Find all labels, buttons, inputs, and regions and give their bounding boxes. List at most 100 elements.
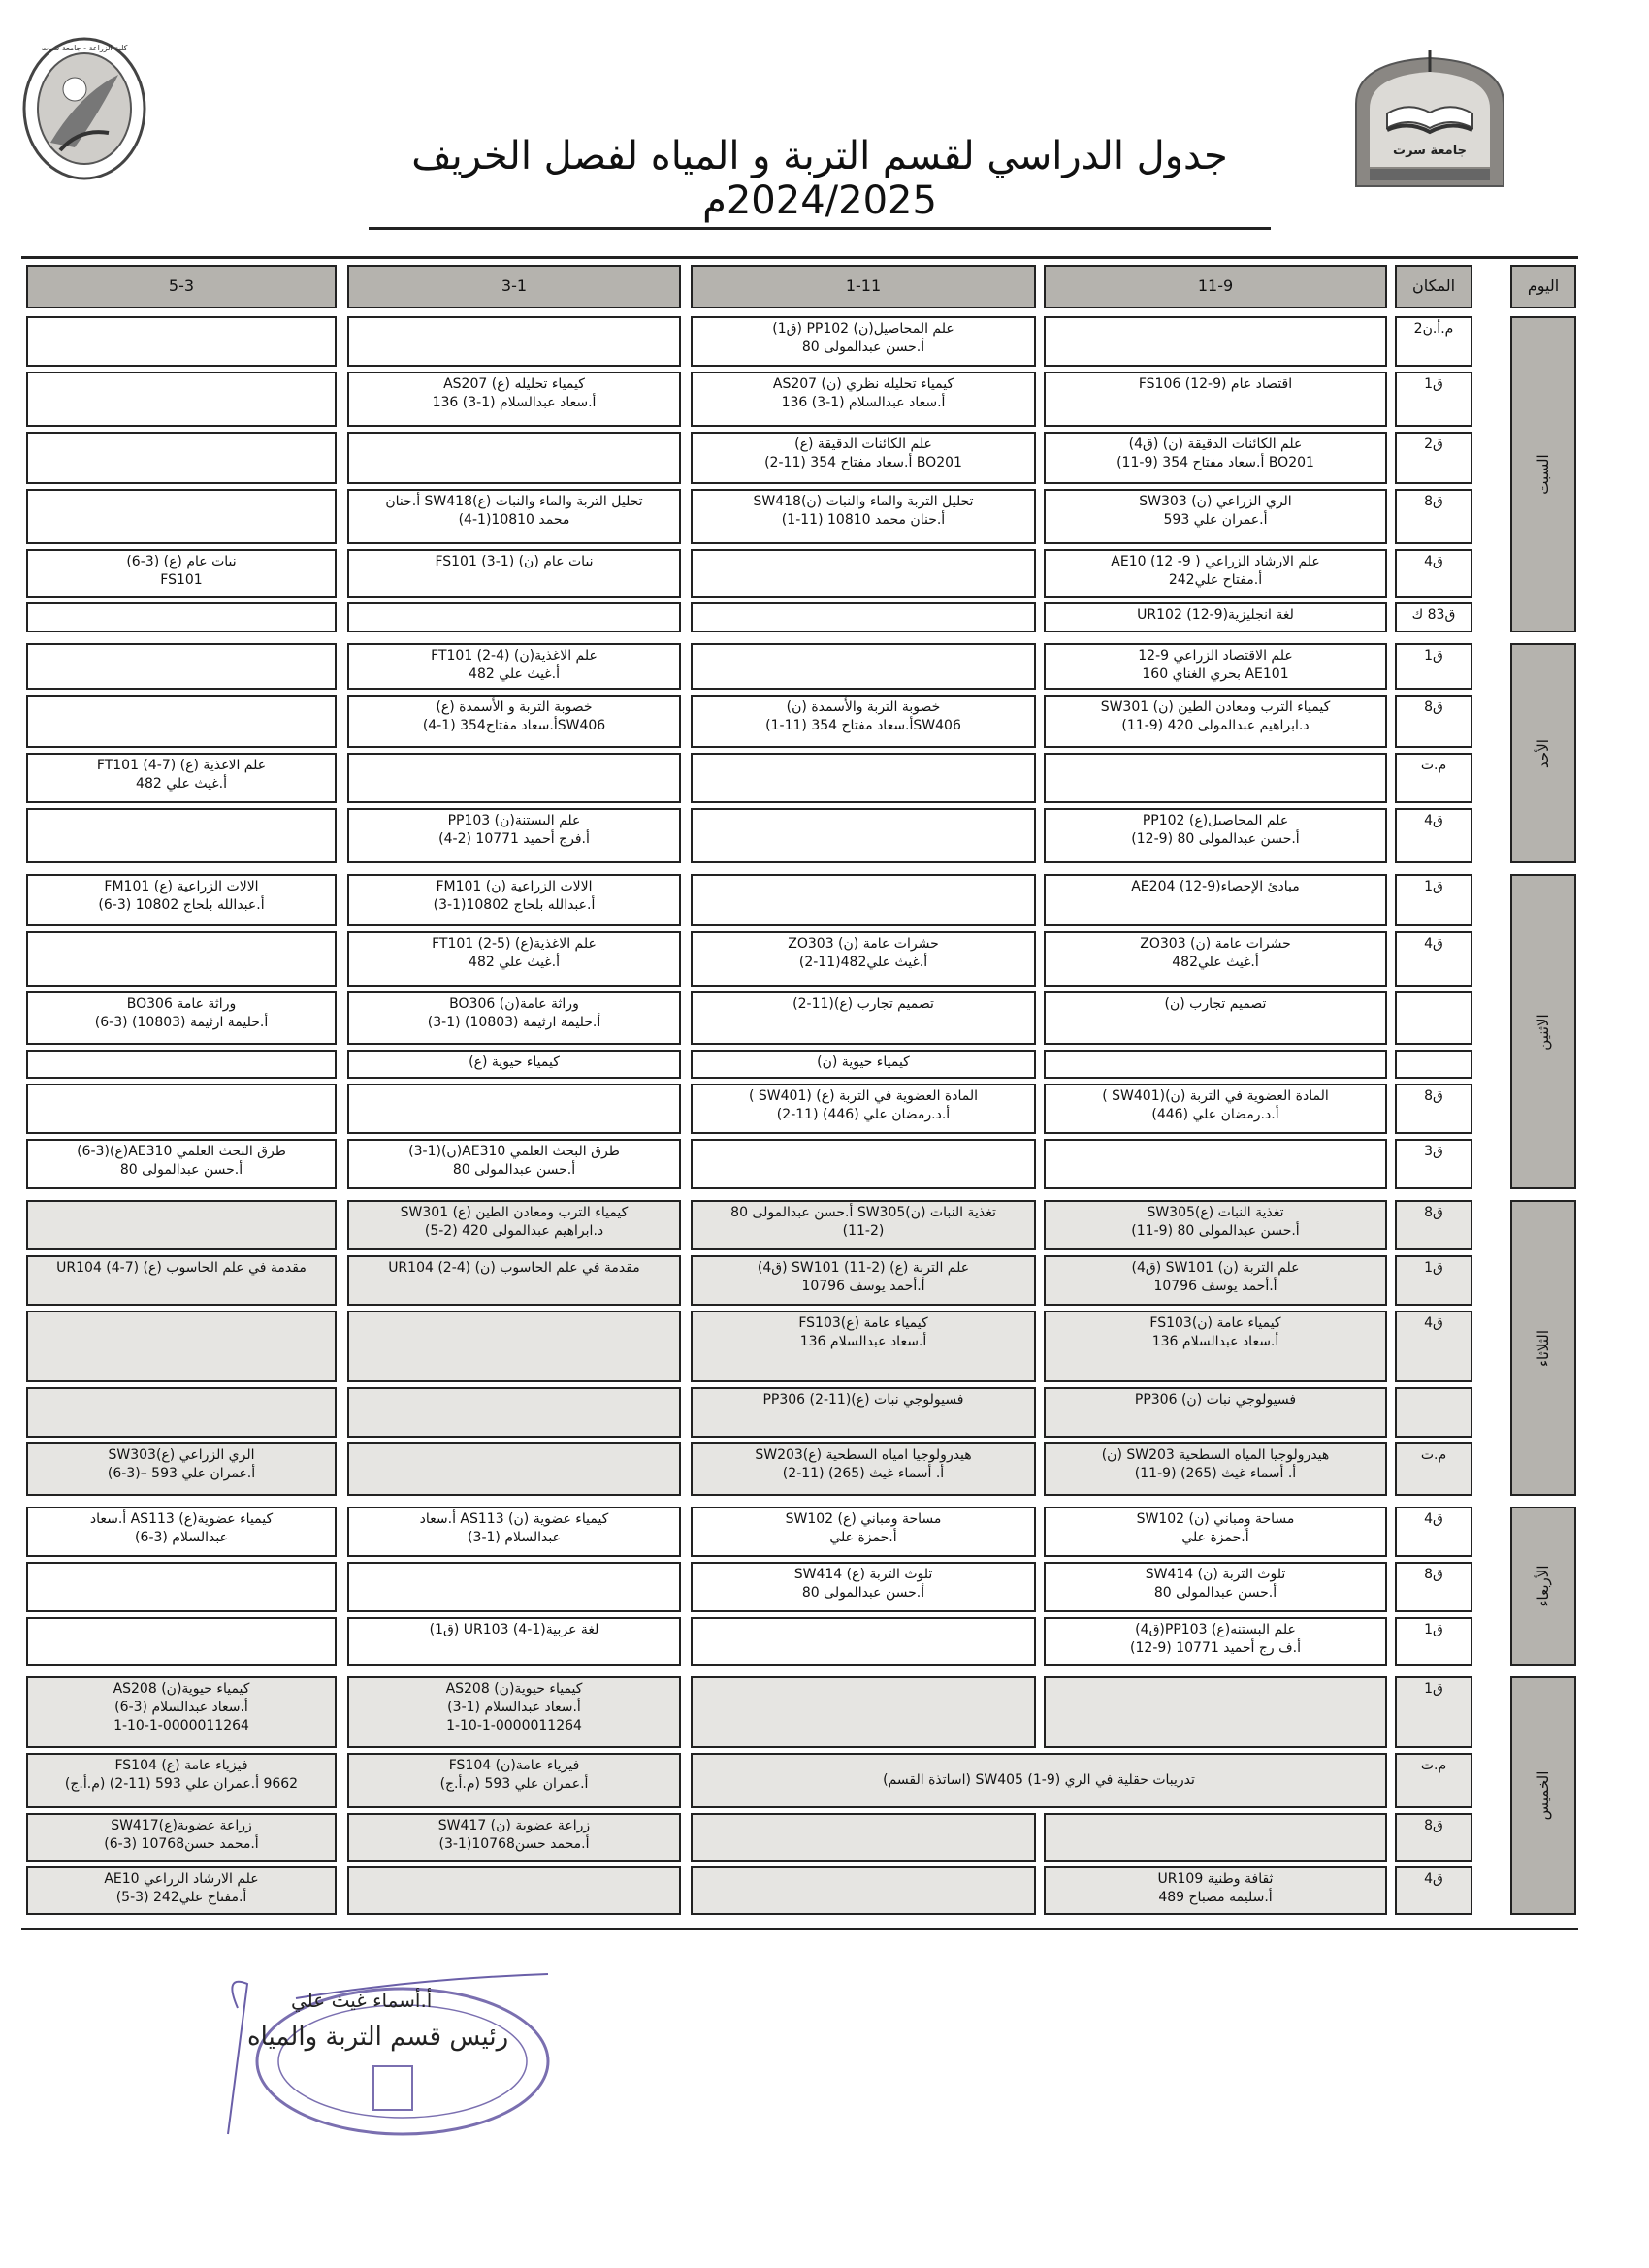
class-line: أ.سعاد عبدالسلام (3-6)	[114, 1700, 248, 1715]
class-line: الري الزراعي (ع)SW303	[108, 1447, 255, 1463]
empty-cell	[26, 931, 337, 987]
class-line: علم الاغذية (ع) FT101 (4-7)	[96, 758, 267, 773]
place-cell: ق2	[1395, 432, 1472, 484]
class-line: أ.سعاد عبدالسلام 136	[1151, 1334, 1279, 1349]
class-line: علم التربة (ن) SW101 (ق4)	[1131, 1260, 1300, 1276]
empty-cell	[1044, 1676, 1387, 1748]
empty-cell	[691, 1866, 1036, 1915]
class-line: علم الارشاد الزراعي AE10	[104, 1871, 259, 1887]
class-line: كيمياء حيوية(ن) AS208	[113, 1681, 250, 1697]
class-cell: طرق البحث العلمي AE310(ع)(3-6) أ.حسن عبدا…	[26, 1139, 337, 1189]
class-line: أ.غيث علي 482	[469, 955, 560, 970]
place-cell: ق4	[1395, 1866, 1472, 1915]
class-line: أ.سليمة مصباح 489	[1158, 1890, 1273, 1905]
class-cell: علم التربة (ع) SW101 (11-2) (ق4) أ.أحمد ي…	[691, 1255, 1036, 1306]
class-cell: تلوث التربة (ن) SW414 أ.حسن عبدالمولى 80	[1044, 1562, 1387, 1612]
empty-cell	[691, 549, 1036, 598]
class-line: أ.عمران علي 593 –(3-6)	[107, 1466, 256, 1481]
class-cell: الري الزراعي (ن) SW303 أ.عمران علي 593	[1044, 489, 1387, 544]
place-cell: ق4	[1395, 1507, 1472, 1557]
class-line: أ.سعاد عبدالسلام (1-3)	[447, 1700, 581, 1715]
class-line: أ.فرج أحميد 10771 (2-4)	[438, 831, 590, 847]
class-cell: تصميم تجارب (ع)(11-2)	[691, 991, 1036, 1045]
class-line: أ.حمزة علي	[1181, 1530, 1249, 1545]
signatory-role: رئيس قسم التربة والمياه	[247, 2023, 509, 2052]
class-line: زراعة عضوية(ع)SW417	[111, 1818, 252, 1833]
bottom-rule	[21, 1928, 1578, 1930]
class-line: أ.حليمة ارثيمة (10803) (3-6)	[94, 1015, 269, 1030]
class-line: محمد 10810(1-4)	[458, 512, 570, 528]
empty-cell	[347, 1562, 681, 1612]
class-line: وراثة عامة BO306	[126, 996, 237, 1012]
class-cell: اقتصاد عام (9-12) FS106	[1044, 372, 1387, 427]
class-line: كيمياء حيوية (ن)	[817, 1054, 910, 1070]
class-line: أ.د.رمضان علي (446)	[1151, 1107, 1279, 1122]
class-line: كيمياء حيوية (ع)	[469, 1054, 560, 1070]
class-line: كيمياء عضوية(ع) AS113 أ.سعاد	[89, 1511, 274, 1527]
class-line: كيمياء حيوية(ن) AS208	[445, 1681, 583, 1697]
class-cell: علم المحاصيل(ع) PP102 أ.حسن عبدالمولى 80 …	[1044, 808, 1387, 863]
class-line: نبات عام (ع) (3-6)	[126, 554, 237, 569]
empty-cell	[26, 1200, 337, 1250]
empty-cell	[26, 643, 337, 690]
header-day: اليوم	[1510, 265, 1576, 308]
place-cell: ق1	[1395, 372, 1472, 427]
class-line: كيمياء الترب ومعادن الطين (ع) SW301	[400, 1205, 629, 1220]
place-cell: ق4	[1395, 808, 1472, 863]
class-line: فسيولوجي نبات (ع)(11-2) PP306	[762, 1392, 964, 1408]
place-cell: ق1	[1395, 874, 1472, 926]
class-line: أ.محمد حسن10768 (3-6)	[104, 1836, 259, 1852]
class-line: اقتصاد عام (9-12) FS106	[1138, 376, 1293, 392]
class-line: حشرات عامة (ن) ZO303	[1140, 936, 1291, 952]
class-line: أ.حمزة علي	[829, 1530, 897, 1545]
class-line: لغة عربية(1-4) UR103 (ق1)	[429, 1622, 599, 1637]
class-line: تلوث التربة (ن) SW414	[1145, 1567, 1286, 1582]
class-cell: كيمياء عامة (ن)FS103 أ.سعاد عبدالسلام 136	[1044, 1311, 1387, 1382]
class-line: كيمياء تحليله نظري (ن) AS207	[772, 376, 954, 392]
place-cell	[1395, 991, 1472, 1045]
class-cell: لغة عربية(1-4) UR103 (ق1)	[347, 1617, 681, 1666]
day-label-cell: الثلاثاء	[1510, 1200, 1576, 1496]
class-line: أ.حسن عبدالمولى 80	[801, 340, 925, 355]
place-cell: م.أ.ن2	[1395, 316, 1472, 367]
class-cell: تحليل التربة والماء والنبات (ن)SW418 أ.حن…	[691, 489, 1036, 544]
class-cell: كيمياء تحليله (ع) AS207 أ.سعاد عبدالسلام …	[347, 372, 681, 427]
day-name: الأربعاء	[1535, 1565, 1552, 1607]
class-line: 1-10-1-0000011264	[113, 1718, 249, 1733]
class-line: حشرات عامة (ن) ZO303	[788, 936, 939, 952]
class-line: أ.حسن عبدالمولى 80	[119, 1162, 243, 1178]
class-line: مساحة ومباني (ع) SW102	[785, 1511, 942, 1527]
class-line: BO201 أ.سعاد مفتاح 354 (11-2)	[764, 455, 962, 470]
class-cell: نبات عام (ن) (1-3) FS101	[347, 549, 681, 598]
class-cell: مقدمة في علم الحاسوب (ع) UR104 (4-7)	[26, 1255, 337, 1306]
class-line: أ.حسن عبدالمولى 80 (9-11)	[1131, 1223, 1300, 1239]
signatory-name: أ.أسماء غيث علي	[291, 1989, 433, 2012]
header-slot: 11-9	[1044, 265, 1387, 308]
class-cell: علم الاقتصاد الزراعي 9-12 AE101 بحري الغن…	[1044, 643, 1387, 690]
class-cell: علم الارشاد الزراعي AE10 أ.مفتاح علي242 (…	[26, 1866, 337, 1915]
class-cell: حشرات عامة (ن) ZO303 أ.غيث علي482	[1044, 931, 1387, 987]
class-line: د.ابراهيم عبدالمولى 420 (2-5)	[424, 1223, 604, 1239]
class-line: (11-2)	[842, 1223, 885, 1239]
class-line: المادة العضوية في التربة (ن)(SW401 )	[1102, 1088, 1329, 1104]
place-cell: ق1	[1395, 1255, 1472, 1306]
class-cell: فيزياء عامة (ع) FS104 9662 أ.عمران علي 59…	[26, 1753, 337, 1808]
class-cell: تغذية النبات (ن)SW305 أ.حسن عبدالمولى 80…	[691, 1200, 1036, 1250]
day-name: الاثنين	[1535, 1013, 1552, 1051]
class-line: SW406أ.سعاد مفتاح354 (1-4)	[422, 718, 606, 733]
class-line: أ.سعاد عبدالسلام (1-3) 136	[781, 395, 946, 410]
class-cell: المادة العضوية في التربة (ن)(SW401 ) أ.د.…	[1044, 1084, 1387, 1134]
class-line: علم التربة (ع) SW101 (11-2) (ق4)	[757, 1260, 970, 1276]
class-cell: كيمياء الترب ومعادن الطين (ع) SW301 د.ابر…	[347, 1200, 681, 1250]
empty-cell	[347, 753, 681, 803]
class-line: طرق البحث العلمي AE310(ع)(3-6)	[77, 1144, 286, 1159]
place-cell: ق8	[1395, 1813, 1472, 1862]
class-cell: مقدمة في علم الحاسوب (ن) UR104 (2-4)	[347, 1255, 681, 1306]
class-cell: تدريبات حقلية في الري (9-1) SW405 (اساتذ…	[691, 1753, 1387, 1808]
empty-cell	[26, 432, 337, 484]
class-line: أ.ف رج أحميد 10771 (9-12)	[1130, 1640, 1301, 1656]
class-line: فسيولوجي نبات (ن) PP306	[1134, 1392, 1297, 1408]
class-cell: زراعة عضوية(ع)SW417 أ.محمد حسن10768 (3-6)	[26, 1813, 337, 1862]
class-line: أ.سعاد عبدالسلام 136	[799, 1334, 927, 1349]
class-cell: نبات عام (ع) (3-6) FS101	[26, 549, 337, 598]
